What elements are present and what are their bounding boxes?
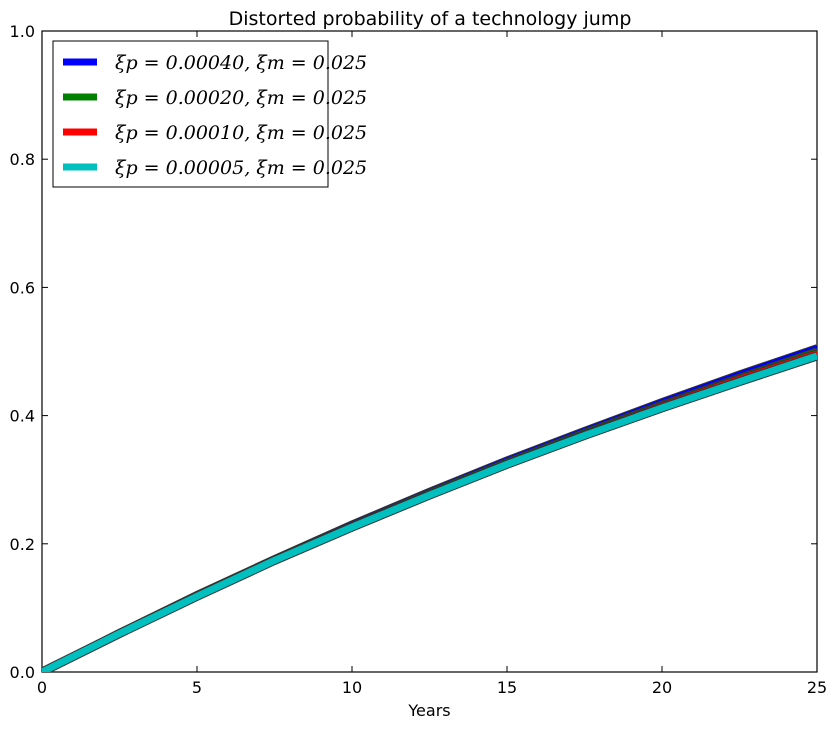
x-tick-label: 0 xyxy=(37,678,47,697)
y-tick-label: 0.0 xyxy=(10,663,35,682)
y-tick-label: 0.4 xyxy=(10,407,35,426)
x-tick-label: 10 xyxy=(342,678,362,697)
series-line xyxy=(42,352,817,672)
legend: ξp = 0.00040, ξm = 0.025 ξp = 0.00020, ξm… xyxy=(52,40,367,188)
legend-label: ξp = 0.00040, ξm = 0.025 xyxy=(115,52,367,74)
legend-label: ξp = 0.00005, ξm = 0.025 xyxy=(115,157,367,179)
y-tick-label: 1.0 xyxy=(10,22,35,41)
x-tick-label: 20 xyxy=(652,678,672,697)
x-tick-label: 15 xyxy=(497,678,517,697)
chart-title: Distorted probability of a technology ju… xyxy=(229,8,632,30)
legend-label: ξp = 0.00020, ξm = 0.025 xyxy=(115,87,367,109)
x-tick-label: 25 xyxy=(807,678,827,697)
y-tick-label: 0.6 xyxy=(10,278,35,297)
y-tick-label: 0.2 xyxy=(10,535,35,554)
x-tick-label: 5 xyxy=(192,678,202,697)
series-lines xyxy=(42,344,817,672)
legend-box xyxy=(52,40,329,188)
legend-label: ξp = 0.00010, ξm = 0.025 xyxy=(115,122,367,144)
y-tick-label: 0.8 xyxy=(10,150,35,169)
x-axis-label: Years xyxy=(407,701,450,720)
axis-ticks: 0 5 10 15 20 25 0.0 0.2 0.4 0.6 0.8 1.0 xyxy=(10,22,828,697)
